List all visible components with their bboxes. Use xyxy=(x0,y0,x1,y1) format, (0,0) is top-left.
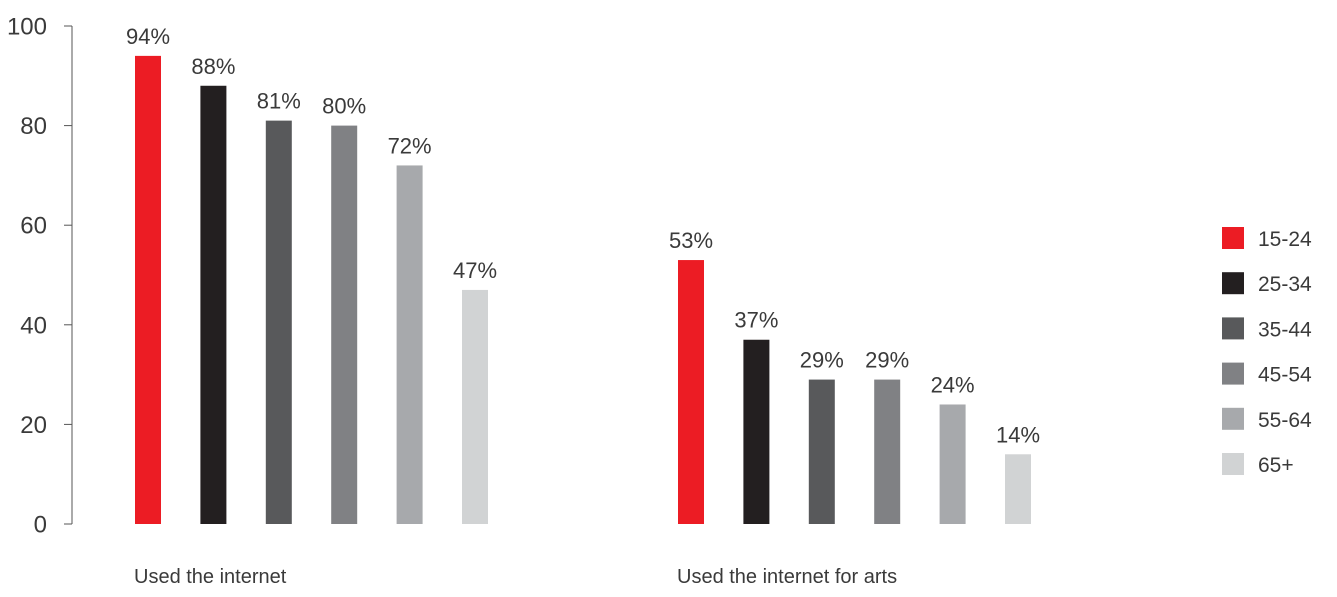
bar-25-34 xyxy=(743,339,770,524)
bar-35-44 xyxy=(808,379,835,524)
value-label: 29% xyxy=(865,348,909,373)
value-label: 29% xyxy=(800,348,844,373)
legend-swatch xyxy=(1222,453,1244,475)
group-label: Used the internet for arts xyxy=(677,566,897,588)
value-label: 14% xyxy=(996,422,1040,447)
legend-label: 15-24 xyxy=(1258,228,1312,251)
group-labels: Used the internet Used the internet for a… xyxy=(134,566,897,588)
value-label: 53% xyxy=(669,228,713,253)
legend-swatch xyxy=(1222,227,1244,249)
legend-label: 25-34 xyxy=(1258,273,1312,296)
group-label: Used the internet xyxy=(134,566,287,588)
value-labels: 94% 88% 81% 80% 72% 47% 53% 37% 29% 29% 24% 14% xyxy=(126,24,1040,447)
legend-label: 35-44 xyxy=(1258,318,1312,341)
y-tick-label: 60 xyxy=(20,213,47,240)
value-label: 80% xyxy=(322,94,366,119)
legend-label: 55-64 xyxy=(1258,409,1312,432)
bar-65+ xyxy=(1005,454,1031,524)
bar-45-54 xyxy=(874,379,901,524)
y-tick-label: 40 xyxy=(20,312,47,339)
legend-label: 45-54 xyxy=(1258,364,1312,387)
value-label: 47% xyxy=(453,258,497,283)
value-label: 94% xyxy=(126,24,170,49)
value-label: 24% xyxy=(931,372,975,397)
value-label: 88% xyxy=(191,54,235,79)
legend: 15-24 25-34 35-44 45-54 55-64 65+ xyxy=(1222,227,1312,477)
y-tick-label: 100 xyxy=(7,14,47,41)
legend-swatch xyxy=(1222,362,1244,385)
bar-55-64 xyxy=(396,165,423,524)
value-label: 37% xyxy=(734,308,778,333)
y-tick-label: 0 xyxy=(34,512,47,539)
y-tick-label: 80 xyxy=(20,113,47,140)
bar-15-24 xyxy=(135,55,161,524)
value-label: 81% xyxy=(257,89,301,114)
bar-45-54 xyxy=(331,125,358,524)
bar-35-44 xyxy=(265,120,292,525)
bars xyxy=(135,55,1031,525)
bar-25-34 xyxy=(200,85,227,524)
value-label: 72% xyxy=(388,133,432,158)
bar-15-24 xyxy=(678,260,704,524)
legend-swatch xyxy=(1222,407,1244,430)
y-axis: 0 20 40 60 80 100 xyxy=(7,14,73,539)
legend-label: 65+ xyxy=(1258,454,1294,477)
legend-swatch xyxy=(1222,272,1244,295)
legend-swatch xyxy=(1222,317,1244,340)
bar-65+ xyxy=(462,289,488,524)
bar-55-64 xyxy=(939,404,966,524)
y-tick-label: 20 xyxy=(20,412,47,439)
